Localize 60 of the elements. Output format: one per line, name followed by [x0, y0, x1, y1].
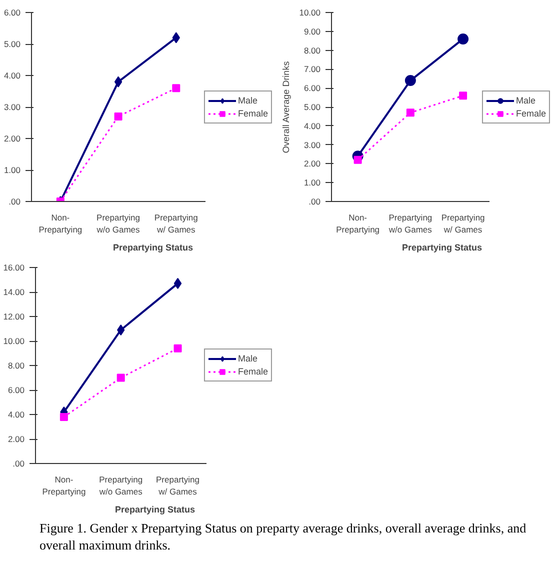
y-tick-label: 4.00	[8, 410, 25, 420]
y-tick-label: 4.00	[304, 120, 321, 131]
x-tick-label: Prepartying w/o Games	[96, 212, 140, 234]
x-tick-label: Non- Prepartying	[42, 474, 86, 496]
y-tick-label: 8.00	[304, 45, 321, 56]
x-tick-label: Prepartying w/ Games	[156, 474, 200, 496]
x-axis-title: Prepartying Status	[112, 242, 194, 252]
legend-label: Male	[238, 94, 258, 106]
y-tick-label: 2.00	[8, 434, 25, 444]
y-tick-label: .00	[12, 458, 25, 468]
y-tick-label: 1.00	[304, 178, 321, 188]
y-tick-label: 9.00	[304, 26, 321, 36]
y-tick-label: .00	[308, 196, 321, 206]
y-tick-label: 6.00	[304, 83, 321, 94]
y-tick-label: 2.00	[4, 134, 21, 144]
y-tick-label: 6.00	[8, 385, 25, 395]
x-tick-label: Non- Prepartying	[38, 212, 82, 234]
point	[114, 112, 122, 120]
point	[174, 344, 182, 352]
y-tick-label: 4.00	[4, 70, 21, 80]
point	[458, 33, 469, 44]
y-tick-label: 8.00	[8, 360, 25, 370]
legend-label: Female	[238, 366, 268, 378]
y-tick-label: 3.00	[304, 140, 321, 150]
x-axis-title: Prepartying Status	[114, 504, 196, 514]
y-tick-label: 5.00	[304, 102, 321, 112]
legend-label: Male	[238, 352, 258, 364]
point	[406, 108, 414, 117]
x-tick-label: Prepartying w/ Games	[441, 212, 486, 234]
y-tick-label: 10.00	[3, 336, 25, 346]
point	[404, 75, 416, 86]
y-tick-label: 10.00	[299, 8, 321, 18]
y-tick-label: 6.00	[4, 8, 21, 18]
point	[354, 156, 362, 164]
legend-label: Male	[516, 94, 536, 106]
y-tick-label: 3.00	[4, 102, 21, 112]
y-tick-label: 7.00	[304, 64, 321, 74]
x-tick-label: Prepartying w/o Games	[98, 474, 143, 496]
caption: Figure 1. Gender x Prepartying Status on preparty average drinks, overall average drinks, and	[40, 520, 527, 536]
point	[114, 76, 122, 88]
y-tick-label: 2.00	[304, 158, 321, 169]
point	[116, 374, 125, 382]
point	[459, 92, 468, 100]
x-axis-title: Prepartying Status	[402, 242, 482, 252]
point	[172, 84, 180, 92]
y-tick-label: 14.00	[3, 287, 25, 297]
x-tick-label: Prepartying w/ Games	[154, 212, 198, 234]
x-tick-label: Non- Prepartying	[336, 212, 380, 234]
y-axis-title: Overall Average Drinks	[281, 60, 292, 154]
y-tick-label: .00	[8, 196, 21, 206]
point	[60, 412, 68, 421]
point	[174, 278, 182, 289]
y-tick-label: 5.00	[4, 39, 21, 49]
y-tick-label: 16.00	[3, 262, 25, 272]
x-tick-label: Prepartying w/o Games	[388, 212, 432, 234]
y-tick-label: 12.00	[3, 312, 25, 322]
y-tick-label: 1.00	[4, 165, 21, 175]
text: overall maximum drinks.	[40, 538, 171, 552]
legend-label: Female	[238, 107, 268, 119]
legend-label: Female	[516, 107, 546, 119]
